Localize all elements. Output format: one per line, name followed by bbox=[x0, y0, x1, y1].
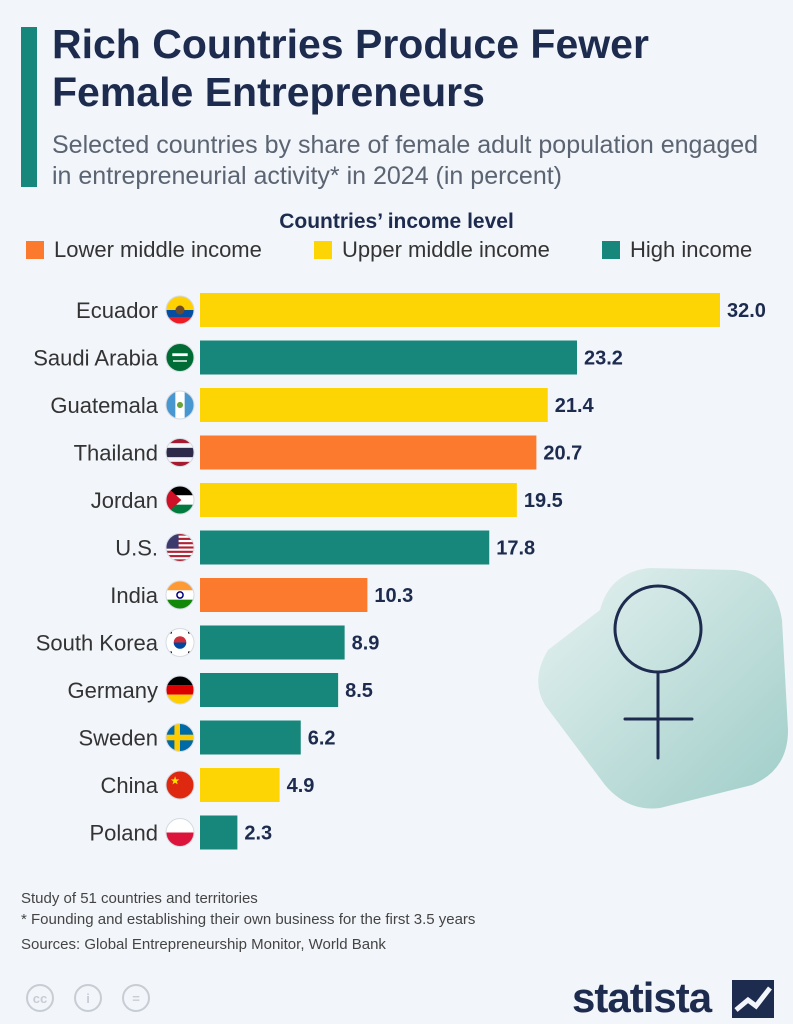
bar-india bbox=[200, 578, 368, 612]
value-label-poland: 2.3 bbox=[244, 823, 272, 845]
legend-item-high: High income bbox=[602, 236, 752, 264]
cc-icon[interactable]: cc bbox=[26, 984, 54, 1012]
category-label-saudi-arabia: Saudi Arabia bbox=[33, 346, 159, 371]
south-korea-flag-icon bbox=[165, 628, 195, 657]
value-label-u-s: 17.8 bbox=[496, 538, 535, 560]
saudi-arabia-flag-icon bbox=[165, 343, 195, 372]
statista-logo-icon bbox=[732, 980, 774, 1018]
category-label-guatemala: Guatemala bbox=[50, 393, 158, 418]
chart-title: Rich Countries Produce Fewer Female Entr… bbox=[52, 21, 649, 115]
bar-china bbox=[200, 768, 280, 802]
category-label-sweden: Sweden bbox=[78, 726, 158, 751]
statista-logo[interactable]: statista bbox=[572, 974, 712, 1021]
category-label-south-korea: South Korea bbox=[36, 631, 159, 656]
category-label-jordan: Jordan bbox=[91, 488, 158, 513]
india-flag-icon bbox=[165, 580, 195, 610]
legend-title: Countries’ income level bbox=[279, 210, 514, 233]
legend-item-upper-middle: Upper middle income bbox=[314, 236, 550, 264]
legend-swatch-lower-middle bbox=[26, 241, 44, 259]
category-label-poland: Poland bbox=[89, 821, 158, 846]
jordan-flag-icon bbox=[165, 485, 195, 515]
bar-germany bbox=[200, 673, 339, 707]
title-accent-bar bbox=[21, 27, 37, 187]
value-label-sweden: 6.2 bbox=[308, 728, 336, 750]
female-symbol-decoration bbox=[538, 568, 788, 809]
no-derivatives-icon[interactable]: = bbox=[122, 984, 150, 1012]
value-label-thailand: 20.7 bbox=[543, 443, 582, 465]
bar-poland bbox=[200, 815, 238, 850]
category-label-china: China bbox=[101, 773, 159, 798]
bar-ecuador bbox=[200, 293, 720, 327]
china-flag-icon bbox=[165, 770, 195, 800]
bar-u-s bbox=[200, 530, 490, 565]
bar-jordan bbox=[200, 483, 517, 517]
notes: Study of 51 countries and territories * … bbox=[21, 888, 475, 955]
bar-sweden bbox=[200, 720, 301, 755]
category-label-germany: Germany bbox=[68, 678, 158, 703]
category-label-u-s: U.S. bbox=[115, 536, 158, 561]
legend-swatch-high bbox=[602, 241, 620, 259]
bars-group: Ecuador 32.0 Saudi Arabia 23.2 Guatemala 21.4… bbox=[33, 293, 766, 850]
poland-flag-icon bbox=[165, 818, 195, 847]
thailand-flag-icon bbox=[165, 438, 195, 467]
legend-label-lower-middle: Lower middle income bbox=[54, 237, 262, 262]
bar-south-korea bbox=[200, 625, 345, 660]
value-label-south-korea: 8.9 bbox=[352, 633, 380, 655]
legend-item-lower-middle: Lower middle income bbox=[26, 236, 262, 264]
us-flag-icon bbox=[165, 533, 195, 562]
bar-thailand bbox=[200, 435, 537, 470]
chart-subtitle: Selected countries by share of female ad… bbox=[52, 131, 759, 190]
value-label-india: 10.3 bbox=[374, 585, 413, 607]
attribution-icon[interactable]: i bbox=[74, 984, 102, 1012]
guatemala-flag-icon bbox=[165, 390, 195, 420]
legend-swatch-upper-middle bbox=[314, 241, 332, 259]
ecuador-flag-icon bbox=[165, 295, 195, 325]
value-label-saudi-arabia: 23.2 bbox=[584, 348, 623, 370]
bar-chart: Ecuador 32.0 Saudi Arabia 23.2 Guatemala 21.4… bbox=[33, 293, 788, 850]
bar-guatemala bbox=[200, 388, 548, 422]
value-label-germany: 8.5 bbox=[345, 680, 373, 702]
value-label-jordan: 19.5 bbox=[524, 490, 563, 512]
sweden-flag-icon bbox=[165, 723, 195, 752]
note-sources: Sources: Global Entrepreneurship Monitor… bbox=[21, 936, 386, 953]
legend-label-high: High income bbox=[630, 237, 753, 262]
note-definition: * Founding and establishing their own bu… bbox=[21, 911, 476, 928]
legend-label-upper-middle: Upper middle income bbox=[342, 237, 550, 262]
note-study: Study of 51 countries and territories bbox=[21, 890, 258, 907]
value-label-china: 4.9 bbox=[287, 775, 315, 797]
germany-flag-icon bbox=[165, 675, 195, 705]
category-label-thailand: Thailand bbox=[74, 441, 158, 466]
value-label-guatemala: 21.4 bbox=[555, 395, 595, 417]
category-label-india: India bbox=[110, 583, 158, 608]
value-label-ecuador: 32.0 bbox=[727, 300, 766, 322]
bar-saudi-arabia bbox=[200, 340, 577, 375]
female-symbol-icon bbox=[613, 584, 703, 760]
category-label-ecuador: Ecuador bbox=[76, 298, 158, 323]
